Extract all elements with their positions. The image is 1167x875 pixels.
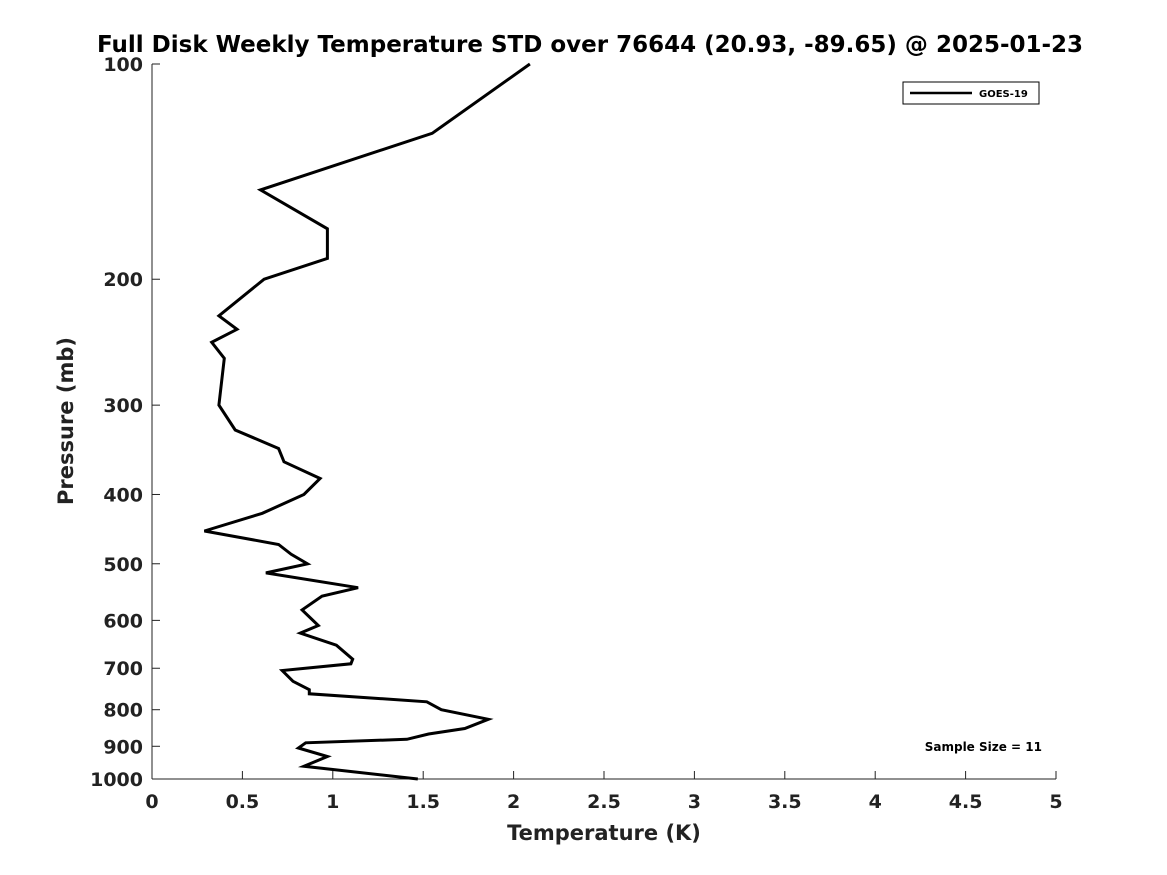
y-ticks: 100 200 300 400 500 600 700 800 900 1000 (90, 54, 160, 791)
y-tick-label: 600 (103, 610, 143, 632)
y-tick-label: 800 (103, 700, 143, 722)
sample-size-annotation: Sample Size = 11 (925, 740, 1042, 754)
y-tick-label: 400 (103, 484, 143, 506)
series-layer (203, 62, 531, 781)
y-axis-label: Pressure (mb) (54, 337, 78, 505)
axes (151, 64, 1056, 780)
y-tick-label: 1000 (90, 769, 143, 791)
legend: GOES-19 (902, 81, 1040, 105)
chart-title: Full Disk Weekly Temperature STD over 76… (97, 32, 1083, 58)
x-ticks: 0 0.5 1 1.5 2 2.5 3 3.5 4 4.5 5 (145, 771, 1063, 813)
x-tick-label: 4 (869, 791, 882, 813)
series-line-goes-19 (203, 62, 531, 781)
x-axis-label: Temperature (K) (507, 821, 701, 845)
x-tick-label: 1 (326, 791, 339, 813)
y-tick-label: 300 (103, 395, 143, 417)
y-tick-label: 900 (103, 736, 143, 758)
x-tick-label: 3.5 (768, 791, 802, 813)
y-tick-label: 500 (103, 554, 143, 576)
x-tick-label: 2 (507, 791, 520, 813)
y-tick-label: 700 (103, 658, 143, 680)
y-tick-label: 200 (103, 269, 143, 291)
x-tick-label: 3 (688, 791, 701, 813)
x-tick-label: 1.5 (406, 791, 440, 813)
x-tick-label: 0.5 (226, 791, 260, 813)
x-tick-label: 0 (145, 791, 158, 813)
x-tick-label: 4.5 (949, 791, 983, 813)
x-tick-label: 2.5 (587, 791, 621, 813)
x-tick-label: 5 (1049, 791, 1062, 813)
y-tick-label: 100 (103, 54, 143, 76)
legend-entry-label: GOES-19 (979, 89, 1028, 100)
